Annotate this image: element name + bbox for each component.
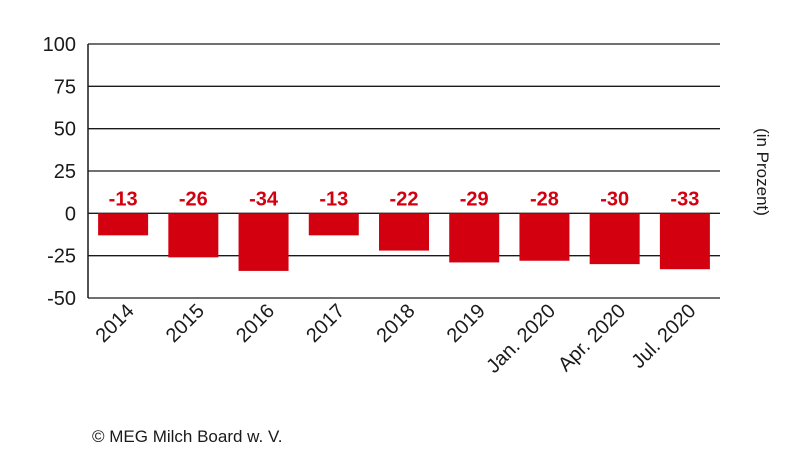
- bar: [168, 213, 219, 258]
- bars: [98, 213, 710, 271]
- bar: [589, 213, 640, 265]
- y-tick-label: 50: [54, 119, 76, 141]
- data-label: -34: [249, 188, 279, 210]
- bar: [98, 213, 149, 236]
- y-tick-label: 100: [43, 34, 76, 56]
- data-labels: -13 -26 -34 -13 -22 -29 -28 -30 -33: [109, 188, 700, 210]
- y-tick-label: 0: [65, 203, 76, 225]
- y-tick-label: 25: [54, 161, 76, 183]
- bar: [379, 213, 429, 251]
- x-tick-label: 2019: [443, 300, 490, 347]
- data-label: -13: [109, 188, 138, 210]
- data-label: -30: [600, 188, 629, 210]
- bar: [659, 213, 710, 270]
- x-tick-label: 2017: [302, 300, 349, 347]
- x-tick-label: Jul. 2020: [627, 300, 700, 373]
- x-tick-label: 2015: [162, 300, 209, 347]
- bar: [238, 213, 289, 271]
- x-tick-label: 2018: [373, 300, 420, 347]
- data-label: -28: [530, 188, 559, 210]
- data-label: -22: [390, 188, 419, 210]
- y-tick-label: -25: [47, 246, 76, 268]
- x-tick-label: 2016: [232, 300, 279, 347]
- data-label: -13: [319, 188, 348, 210]
- data-label: -26: [179, 188, 208, 210]
- bar: [519, 213, 570, 261]
- x-tick-label: Apr. 2020: [554, 300, 630, 376]
- data-label: -29: [460, 188, 489, 210]
- y-axis-ticks: 100 75 50 25 0 -25 -50: [43, 34, 76, 310]
- bar: [449, 213, 500, 263]
- source-credit: © MEG Milch Board w. V.: [92, 427, 283, 446]
- bar: [308, 213, 359, 236]
- y-tick-label: -50: [47, 288, 76, 310]
- x-tick-label: 2014: [92, 300, 139, 347]
- y-tick-label: 75: [54, 76, 76, 98]
- x-tick-label: Jan. 2020: [482, 300, 560, 378]
- data-label: -33: [670, 188, 699, 210]
- y-axis-unit-label: (in Prozent): [753, 128, 772, 216]
